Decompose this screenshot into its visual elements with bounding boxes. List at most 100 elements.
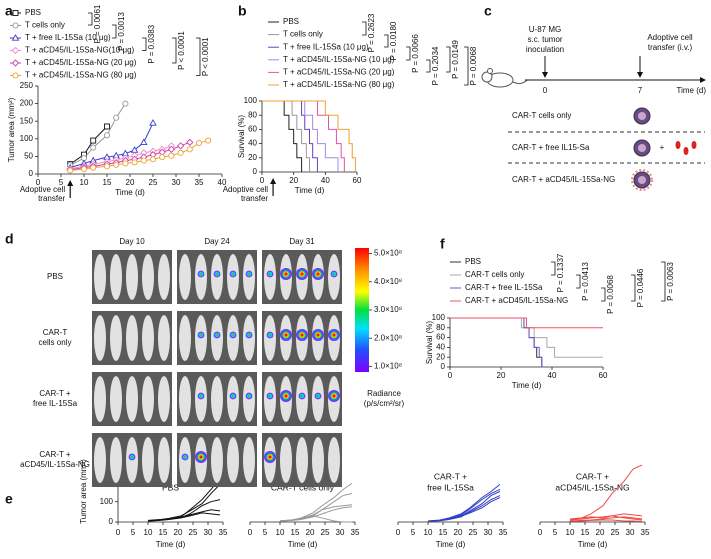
legend-label: T + aCD45/IL-15Sa-NG(10 μg): [25, 46, 135, 55]
marker: [12, 10, 19, 16]
chart-title: free IL-15Sa: [427, 482, 474, 492]
mouse: [126, 254, 138, 300]
y-tick-label: 100: [244, 96, 258, 105]
p-value: P = 0.0063: [666, 262, 675, 301]
series-line: [279, 504, 353, 522]
annotation-text: Adoptive cell: [223, 185, 269, 194]
x-tick-label: 0: [396, 528, 401, 537]
survival-curve: [262, 100, 310, 172]
marker: [167, 145, 176, 153]
legend-label: PBS: [465, 257, 481, 266]
signal: [199, 272, 203, 276]
p-value: P = 0.0446: [636, 268, 645, 307]
drop-icon: [683, 147, 689, 155]
p-value: P = 0.0068: [469, 46, 478, 85]
signal: [300, 394, 304, 398]
mouse: [110, 315, 122, 361]
mouse: [110, 437, 122, 483]
series-line: [569, 515, 643, 521]
x-tick-label: 60: [353, 176, 362, 185]
p-value: P = 0.2034: [431, 46, 440, 85]
group-label: aCD45/IL-15Sa-NG: [20, 460, 90, 469]
mouse: [110, 376, 122, 422]
marker: [149, 156, 157, 163]
colorbar: [355, 248, 369, 372]
signal: [231, 272, 235, 276]
p-bracket: [464, 46, 469, 86]
y-axis-label: Survival (%): [237, 115, 246, 158]
marker: [103, 163, 111, 170]
x-tick-label: 30: [172, 178, 181, 187]
colorbar-label: Radiance: [367, 389, 401, 398]
x-tick-label: 0: [116, 528, 121, 537]
nanogel-icon: [631, 169, 653, 191]
x-tick-label: 10: [566, 528, 575, 537]
y-tick-label: 80: [248, 110, 257, 119]
x-tick-label: 0: [448, 371, 453, 380]
x-tick-label: 30: [626, 528, 635, 537]
signal: [300, 272, 304, 276]
x-tick-label: 0: [538, 528, 543, 537]
signal: [247, 394, 251, 398]
survival-curve: [450, 317, 543, 367]
y-tick-label: 0: [29, 169, 34, 178]
survival-curve: [450, 317, 603, 329]
legend-label: T + aCD45/IL-15Sa-NG (80 μg): [25, 71, 137, 80]
marker: [80, 166, 88, 173]
x-tick-label: 25: [189, 528, 198, 537]
marker: [122, 100, 129, 107]
survival-curve: [450, 317, 603, 358]
y-tick-label: 250: [20, 81, 34, 90]
timeline-label: 0: [543, 86, 548, 95]
marker: [103, 132, 111, 139]
p-value: P = 0.1337: [556, 253, 565, 292]
group-label: CAR-T + free IL15-Sa: [512, 143, 590, 152]
x-tick-label: 40: [321, 176, 330, 185]
colorbar-tick-label: 3.0×10⁸: [374, 305, 402, 314]
mouse: [110, 254, 122, 300]
y-tick-label: 100: [432, 313, 446, 322]
marker: [113, 161, 120, 168]
series-line: [427, 491, 501, 522]
tumor-icon: [638, 112, 646, 120]
x-tick-label: 35: [195, 178, 204, 187]
p-bracket: [446, 46, 451, 73]
marker: [11, 59, 20, 67]
mouse: [142, 315, 154, 361]
mouse: [94, 315, 106, 361]
marker: [90, 144, 97, 151]
p-value: P = 0.0413: [581, 262, 590, 301]
x-tick-label: 0: [260, 176, 265, 185]
legend-label: CAR-T + free IL-15Sa: [465, 283, 543, 292]
p-bracket: [172, 37, 177, 64]
y-tick-label: 0: [109, 517, 114, 526]
survival-curve: [262, 100, 339, 172]
series-line: [427, 495, 501, 522]
y-tick-label: 20: [248, 153, 257, 162]
y-tick-label: 40: [248, 139, 257, 148]
drop-icon: [691, 141, 697, 149]
x-axis-label: Time (d): [512, 381, 542, 390]
p-value: P < 0.0001: [177, 31, 186, 70]
x-tick-label: 40: [218, 178, 227, 187]
signal: [332, 272, 336, 276]
x-tick-label: 5: [131, 528, 136, 537]
legend-label: T cells only: [25, 21, 65, 30]
x-tick-label: 5: [553, 528, 558, 537]
p-bracket: [112, 24, 117, 39]
y-tick-label: 0: [441, 362, 446, 371]
signal: [300, 333, 304, 337]
inoculation-text: s.c. tumor: [527, 35, 562, 44]
legend-label: T + free IL-15Sa (10 μg): [283, 42, 369, 51]
panel-label: c: [484, 3, 492, 19]
y-axis-label: Survival (%): [425, 321, 434, 364]
signal: [332, 394, 336, 398]
chart-title: CAR-T +: [576, 471, 609, 481]
chart-title: CAR-T +: [434, 471, 467, 481]
signal: [199, 455, 203, 459]
p-value: P < 0.0001: [201, 37, 210, 76]
legend-label: T + aCD45/IL-15Sa-NG (10 μg): [283, 55, 395, 64]
group-label: CAR-T: [43, 328, 68, 337]
x-tick-label: 5: [411, 528, 416, 537]
marker: [140, 157, 147, 164]
